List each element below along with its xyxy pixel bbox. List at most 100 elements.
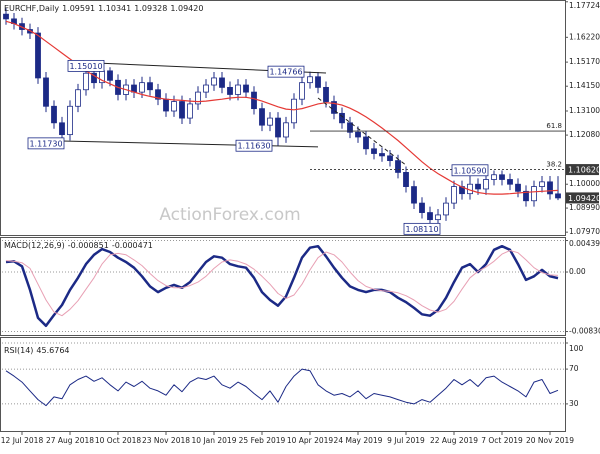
candle-body — [187, 103, 193, 119]
candle-body — [147, 82, 153, 91]
candle-body — [547, 181, 553, 195]
candle-body — [539, 181, 545, 187]
indicator-title: RSI(14) — [4, 346, 33, 355]
price-annotation: 1.14766 — [269, 68, 302, 77]
indicator-last-value: 45.6764 — [36, 346, 69, 355]
candle-body — [83, 72, 89, 91]
price-annotation-box — [267, 65, 305, 78]
price-annotation-box — [67, 59, 105, 72]
candle-body — [499, 174, 505, 180]
y-tick-label: 1.08990 — [569, 203, 600, 212]
candle-body — [211, 77, 217, 86]
x-tick-label: 23 Nov 2018 — [142, 436, 190, 445]
candle-body — [443, 202, 449, 216]
candle-body — [3, 13, 9, 20]
candle-body — [195, 91, 201, 105]
candle-body — [523, 190, 529, 202]
price-annotation: 1.11730 — [29, 139, 62, 148]
candle-body — [355, 131, 361, 138]
price-marker-label: 1.10620 — [568, 166, 600, 175]
candle-body — [59, 122, 65, 136]
y-tick-label: 0.004398 — [569, 239, 600, 248]
candle-body — [515, 183, 521, 192]
candle-body — [347, 122, 353, 133]
x-tick-label: 25 Feb 2019 — [239, 436, 286, 445]
indicator-last-value: -0.000471 — [112, 241, 153, 250]
candle-body — [531, 186, 537, 202]
candle-body — [139, 82, 145, 93]
header-open: 1.09591 — [62, 4, 95, 13]
x-tick-label: 12 Jul 2018 — [1, 436, 44, 445]
candle-body — [163, 98, 169, 112]
price-annotation-box — [27, 137, 65, 150]
price-annotation: 1.15010 — [69, 62, 102, 71]
y-tick-label: 1.10000 — [569, 179, 600, 188]
candle-body — [155, 89, 161, 100]
price-marker-box — [566, 164, 599, 176]
y-tick-label: -0.008306 — [569, 327, 600, 336]
trendline — [317, 97, 407, 166]
candle-body — [251, 91, 257, 110]
price-marker-label: 1.09420 — [568, 194, 600, 203]
candle-body — [483, 179, 489, 190]
candle-body — [411, 186, 417, 204]
candle-body — [275, 117, 281, 138]
y-tick-label: 1.12080 — [569, 130, 600, 139]
fib-level-label: 38.2 — [546, 161, 562, 169]
candle-body — [395, 160, 401, 173]
y-tick-label: 1.07970 — [569, 227, 600, 236]
candle-body — [491, 174, 497, 180]
candle-body — [243, 84, 249, 93]
candle-body — [323, 86, 329, 102]
watermark: ActionForex.com — [159, 205, 300, 225]
candle-body — [451, 186, 457, 204]
indicator-line — [5, 250, 559, 317]
candle-body — [379, 153, 385, 157]
candle-body — [107, 70, 113, 81]
candle-body — [291, 98, 297, 124]
candle-body — [435, 214, 441, 221]
fib-level-label: 61.8 — [546, 122, 562, 130]
candle-body — [475, 183, 481, 190]
macd-panel-frame — [0, 237, 566, 336]
candle-body — [427, 212, 433, 221]
header-low: 1.09328 — [134, 4, 167, 13]
candle-body — [171, 101, 177, 112]
candle-body — [403, 172, 409, 187]
price-annotation-box — [451, 164, 489, 177]
candle-body — [35, 32, 41, 79]
indicator-line — [5, 368, 559, 407]
price-annotation-box — [235, 139, 273, 152]
y-tick-label: 1.14150 — [569, 81, 600, 90]
candle-body — [227, 86, 233, 95]
y-tick-label: 1.15170 — [569, 57, 600, 66]
candle-body — [387, 155, 393, 162]
x-tick-label: 9 Jul 2019 — [387, 436, 425, 445]
candle-body — [283, 122, 289, 138]
candle-body — [179, 101, 185, 119]
symbol-title: EURCHF,Daily — [4, 4, 59, 13]
price-annotation: 1.11630 — [237, 142, 270, 151]
candle-body — [51, 105, 57, 124]
x-tick-label: 10 Oct 2018 — [95, 436, 142, 445]
y-tick-label: 1.17724 — [569, 1, 600, 10]
indicator-last-value: -0.000851 — [68, 241, 109, 250]
plot-layer: 1.17724 1.16220 1.15170 1.14150 1.13100 1.120… — [1, 1, 600, 445]
candle-body — [507, 179, 513, 185]
candle-body — [267, 117, 273, 126]
candle-body — [75, 89, 81, 107]
price-panel-frame — [0, 0, 566, 236]
candle-body — [219, 77, 225, 88]
price-annotation: 1.10590 — [453, 166, 486, 175]
candle-body — [299, 82, 305, 100]
price-annotation: 1.08110 — [405, 225, 438, 234]
panel-header: RSI(14) 45.6764 — [4, 346, 70, 355]
candle-body — [371, 148, 377, 154]
y-tick-label: 30 — [569, 399, 579, 408]
indicator-line — [5, 244, 559, 328]
candle-body — [43, 77, 49, 107]
y-tick-label: 1.16220 — [569, 32, 600, 41]
candle-body — [339, 112, 345, 124]
trendline — [61, 140, 319, 148]
